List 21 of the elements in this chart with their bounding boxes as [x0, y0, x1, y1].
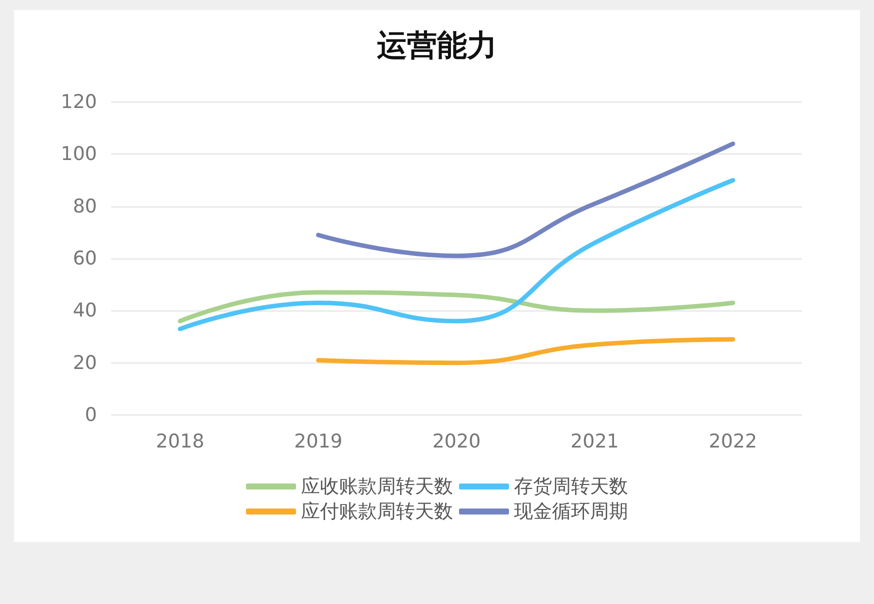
y-tick-label: 80	[72, 195, 97, 218]
chart-title: 运营能力	[376, 28, 497, 64]
legend-label: 应付账款周转天数	[301, 500, 453, 522]
x-tick-label: 2019	[294, 430, 342, 452]
line-series	[178, 178, 736, 332]
line-series	[178, 290, 736, 324]
legend-label: 存货周转天数	[514, 476, 628, 498]
y-tick-label: 0	[84, 404, 97, 426]
line-series	[316, 337, 736, 366]
y-tick-label: 60	[72, 248, 97, 270]
legend-label: 应收账款周转天数	[301, 476, 453, 498]
x-tick-label: 2022	[708, 430, 758, 452]
x-tick-label: 2020	[432, 430, 481, 452]
x-tick-label: 2018	[156, 430, 204, 452]
y-tick-label: 20	[72, 352, 97, 374]
legend-label: 现金循环周期	[514, 500, 628, 522]
y-tick-label: 120	[60, 91, 97, 113]
x-tick-label: 2021	[570, 430, 619, 452]
line-series	[316, 141, 736, 258]
y-tick-label: 40	[72, 300, 97, 322]
y-tick-label: 100	[60, 143, 97, 166]
